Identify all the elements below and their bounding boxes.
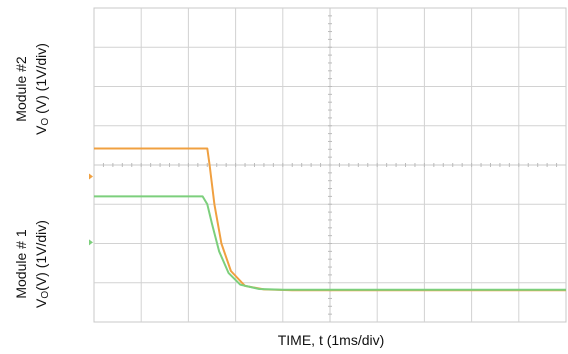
- y-axis-label-module1-line2: VO(V) (1V/div): [33, 220, 51, 308]
- channel-marker-module2: [89, 173, 93, 180]
- trace-2: [94, 195, 566, 291]
- y-axis-label-module2-line1: Module #2: [13, 56, 29, 122]
- y-axis-label-module1-line1: Module # 1: [13, 229, 29, 298]
- traces: [94, 147, 566, 292]
- y-axis-label-module2-line2: VO (V) (1V/div): [33, 43, 51, 135]
- channel-marker-module1: [89, 239, 93, 246]
- x-axis-label: TIME, t (1ms/div): [278, 332, 385, 348]
- channel-markers: [89, 173, 93, 246]
- grid: [93, 7, 567, 323]
